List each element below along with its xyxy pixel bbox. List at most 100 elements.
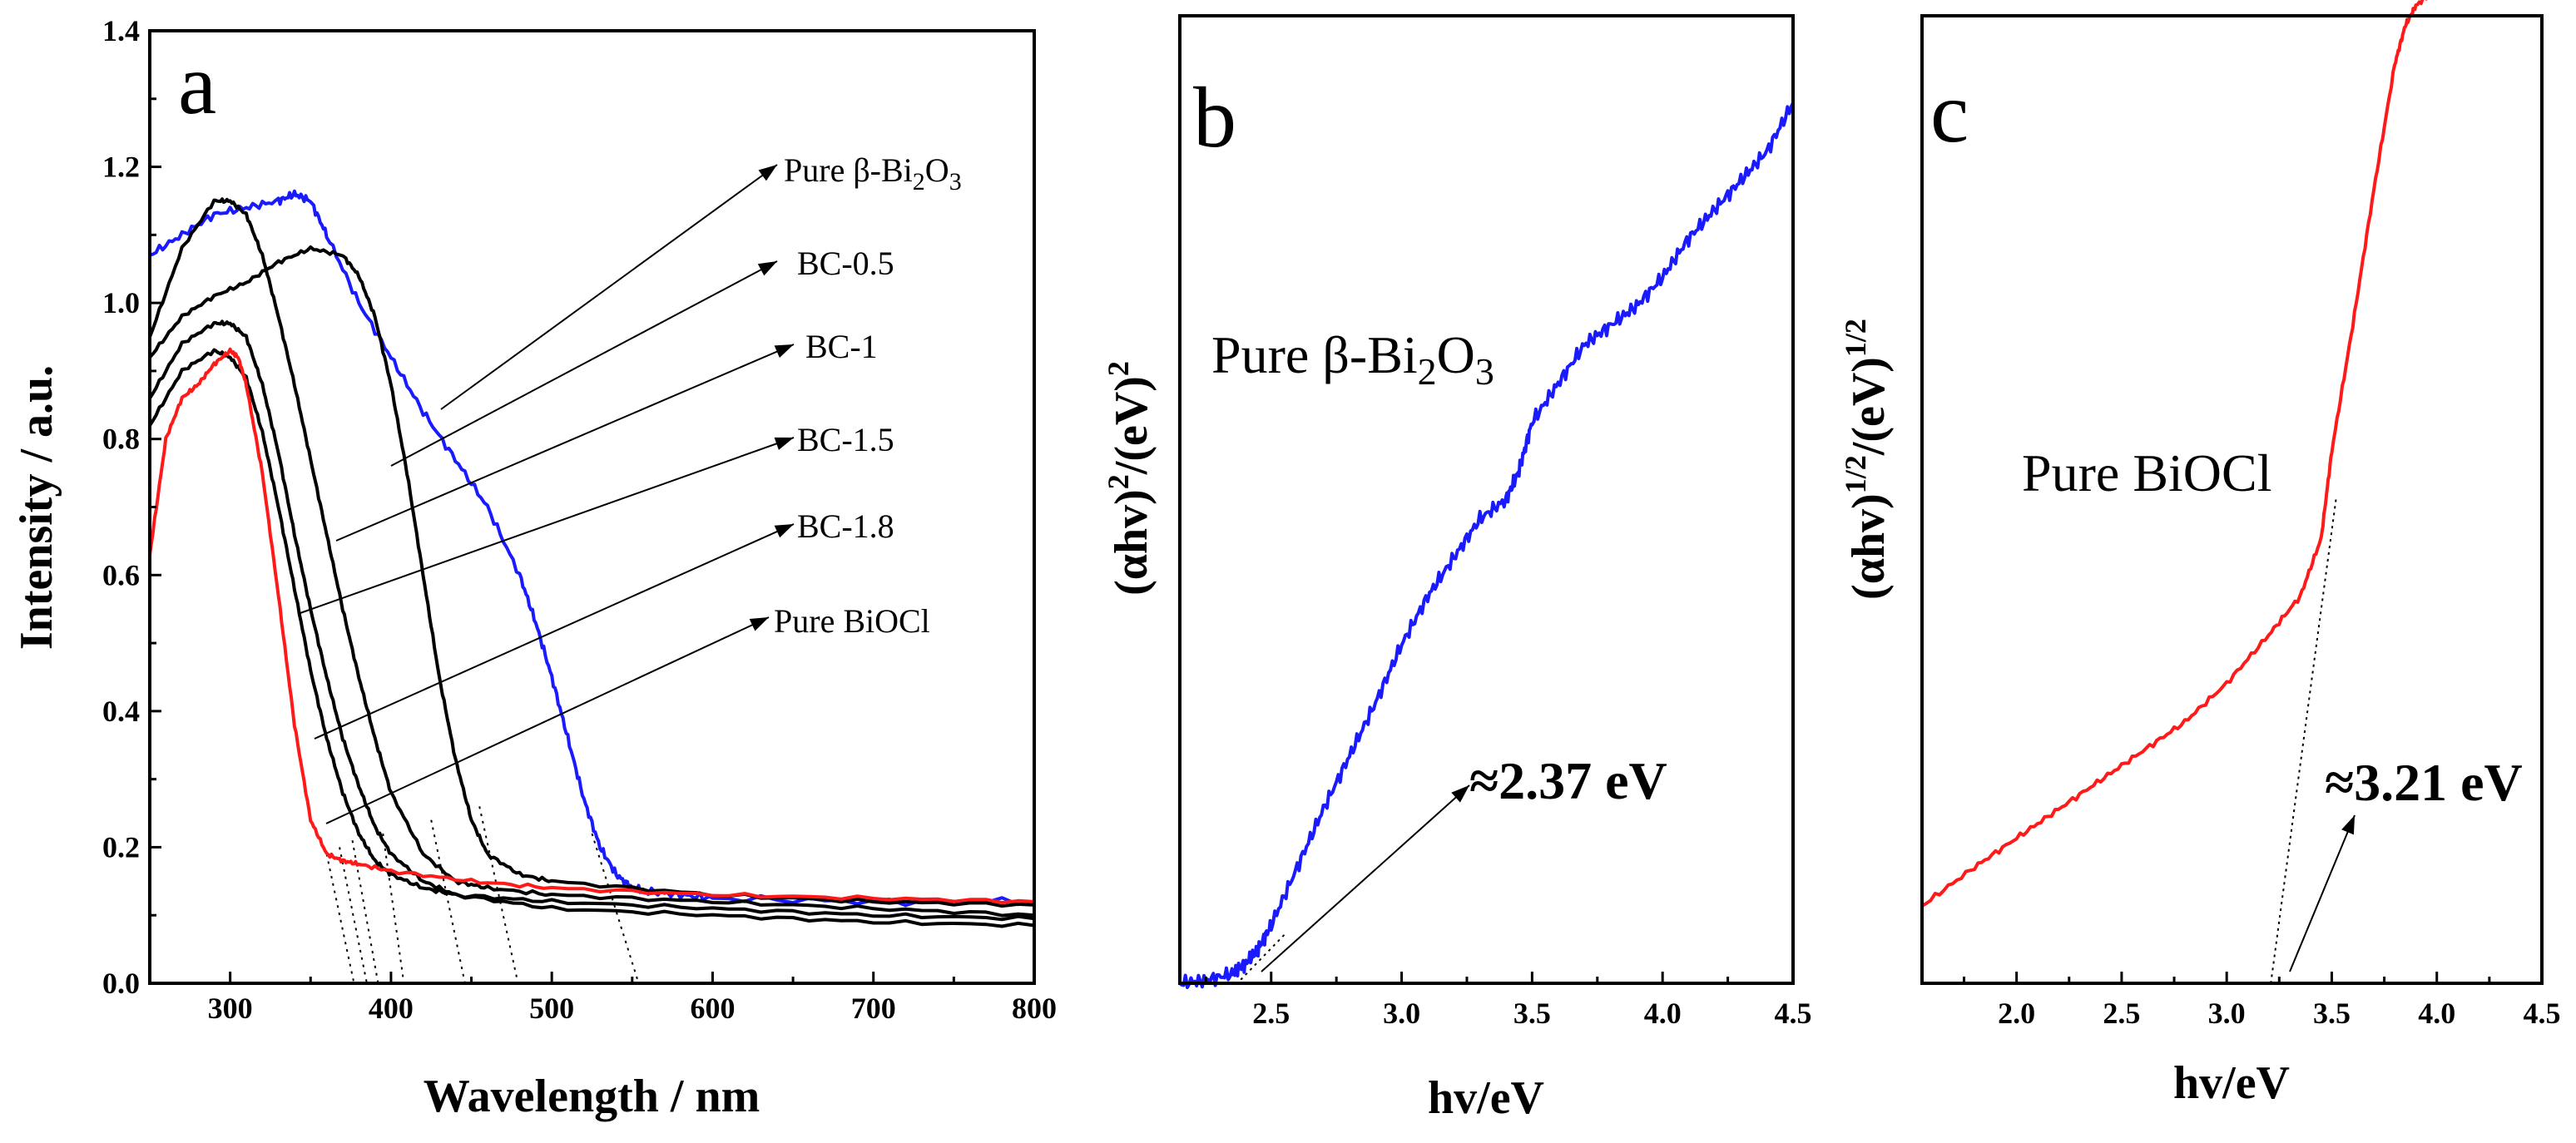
panel-c-extrapolation-line [2270, 499, 2337, 984]
panel-a-x-tick-label: 600 [690, 992, 735, 1025]
panel-b-plot-area [1178, 101, 1795, 989]
panel-a-y-tick-label: 1.4 [102, 14, 140, 47]
panel-a-extrapolation-line [591, 833, 640, 984]
panel-c-ylabel-sup2: 1/2 [1839, 319, 1872, 357]
panel-b-x-tick-label: 3.0 [1383, 997, 1420, 1030]
panel-b-band-gap-arrow [1261, 784, 1470, 972]
panel-a-series-line [148, 348, 1035, 928]
panel-b-ylabel-a: (αhv) [1106, 489, 1157, 596]
panel-a-y-tick-label: 0.0 [102, 967, 140, 1000]
panel-b-band-gap-label: ≈2.37 eV [1469, 751, 1667, 810]
panel-b-frame [1178, 14, 1795, 985]
panel-b-x-axis-title: hv/eV [1428, 1072, 1544, 1124]
panel-c-plot-area [1920, 0, 2428, 984]
panel-a-y-tick-label: 1.0 [102, 286, 140, 319]
panel-a-extrapolation-line [430, 819, 466, 984]
panel-a: 300 400 500 600 700 800 0.0 0.2 0.4 0.6 0.8 1.0 1.2… [11, 14, 1057, 1122]
panel-b-label-main: Pure β-Bi [1211, 325, 1418, 384]
panel-a-y-tick-label: 1.2 [102, 151, 140, 184]
panel-a-annotation-arrow-head [774, 344, 794, 359]
panel-c-x-tick-label: 3.0 [2208, 997, 2246, 1030]
panel-a-x-tick-label: 800 [1012, 992, 1057, 1025]
panel-c-ylabel-a: (αhv) [1843, 493, 1895, 600]
panel-a-annotation-arrow-line [325, 616, 770, 824]
panel-c-x-tick-label: 2.0 [1998, 997, 2035, 1030]
panel-c-frame [1920, 14, 2544, 985]
panel-c-arrow-line [2289, 814, 2356, 972]
panel-a-y-ticks: 0.0 0.2 0.4 0.6 0.8 1.0 1.2 1.4 [102, 14, 161, 1000]
panel-a-annotation-arrow-line [440, 164, 778, 410]
panel-c-y-axis-title: (αhv)1/2/(eV)1/2 [1839, 319, 1895, 600]
panel-b-x-tick-label: 4.0 [1644, 997, 1682, 1030]
panel-c: 2.0 2.5 3.0 3.5 4.0 4.5 c hv/eV (αhv)1/2/(eV)… [1839, 0, 2561, 1109]
panel-a-x-tick-label: 500 [529, 992, 574, 1025]
panel-c-x-axis-title: hv/eV [2173, 1057, 2290, 1109]
panel-c-x-ticks: 2.0 2.5 3.0 3.5 4.0 4.5 [1963, 972, 2561, 1030]
panel-c-ylabel-b: /(eV) [1843, 357, 1895, 456]
panel-a-plot-area [148, 189, 1035, 984]
panel-a-annotation-arrow-head [749, 617, 769, 631]
panel-c-x-tick-label: 4.0 [2418, 997, 2455, 1030]
panel-a-series-line [148, 347, 1035, 905]
panel-a-series-label-mid: O [925, 151, 949, 189]
panel-a-y-tick-label: 0.2 [102, 830, 140, 863]
panel-a-y-tick-label: 0.8 [102, 423, 140, 456]
panel-a-series-label-sub: 3 [949, 168, 962, 195]
panel-a-y-tick-label: 0.4 [102, 695, 140, 728]
panel-a-annotation-arrow-head [758, 165, 777, 181]
panel-b-label-sub2: 3 [1475, 350, 1494, 393]
panel-a-series-label-main: Pure β-Bi [784, 151, 913, 189]
panel-a-series-line [149, 189, 1035, 908]
panel-a-x-ticks: 300 400 500 600 700 800 [148, 972, 1057, 1025]
panel-c-x-tick-label: 3.5 [2313, 997, 2351, 1030]
panel-a-series-label: BC-1.5 [797, 421, 894, 458]
panel-a-series-line [148, 197, 1035, 918]
panel-c-band-gap-label: ≈3.21 eV [2325, 753, 2523, 812]
panel-a-extrapolation-line [478, 806, 519, 984]
panel-c-x-tick-label: 2.5 [2103, 997, 2140, 1030]
panel-c-series-line [1920, 0, 2428, 908]
panel-b-arrow-head [1451, 785, 1469, 803]
panel-c-band-gap-arrow [2289, 814, 2356, 972]
panel-a-extrapolation-line [325, 854, 355, 984]
panel-a-series-label: Pure BiOCl [774, 602, 930, 640]
panel-b-ylabel-sup2: 2 [1102, 361, 1135, 376]
panel-a-series-label: Pure β-Bi2O3 [784, 151, 962, 195]
panel-a-annotation-arrow-head [774, 524, 794, 538]
panel-c-arrow-head [2341, 815, 2355, 835]
panel-a-annotation-arrow-head [774, 437, 794, 450]
panel-a-series-label: BC-1 [805, 328, 878, 365]
panel-b-ylabel-b: /(eV) [1106, 376, 1157, 475]
panel-c-letter: c [1930, 65, 1969, 161]
panel-a-series-line [148, 319, 1035, 922]
panel-a-legend-annotations: Pure β-Bi2O3 BC-0.5 BC-1 BC-1.5 BC-1.8 Pure B… [297, 151, 962, 824]
panel-b: 2.5 3.0 3.5 4.0 4.5 b hv/eV (αhv)2/(eV)2 Pur… [1102, 14, 1812, 1124]
panel-a-x-axis-title: Wavelength / nm [424, 1071, 760, 1122]
panel-b-ylabel-sup1: 2 [1102, 474, 1135, 489]
panel-a-extrapolation-line [339, 847, 368, 984]
panel-b-extrapolation-line [1236, 934, 1286, 984]
panel-b-sample-label: Pure β-Bi2O3 [1211, 325, 1494, 393]
panel-a-x-tick-label: 300 [208, 992, 253, 1025]
panel-a-annotation-arrow-line [314, 523, 795, 740]
panel-a-series-label-sub: 2 [913, 168, 925, 195]
panel-b-arrow-line [1261, 784, 1470, 972]
panel-b-label-mid: O [1437, 325, 1475, 384]
panel-a-x-tick-label: 400 [369, 992, 414, 1025]
panel-a-annotation-arrow-head [757, 261, 777, 276]
panel-b-y-axis-title: (αhv)2/(eV)2 [1102, 361, 1157, 596]
panel-b-x-tick-label: 4.5 [1775, 997, 1812, 1030]
panel-a-annotation-arrow-line [297, 437, 795, 615]
panel-c-ylabel-sup1: 1/2 [1839, 455, 1872, 493]
panel-b-series-line [1178, 101, 1795, 989]
panel-c-sample-label: Pure BiOCl [2022, 443, 2271, 502]
panel-b-x-tick-label: 3.5 [1513, 997, 1551, 1030]
panel-a-series-label: BC-0.5 [797, 245, 894, 282]
panel-b-letter: b [1193, 70, 1236, 166]
panel-a-x-tick-label: 700 [851, 992, 896, 1025]
panel-b-x-tick-label: 2.5 [1252, 997, 1290, 1030]
panel-a-y-tick-label: 0.6 [102, 558, 140, 591]
panel-a-annotation-arrow-line [390, 260, 778, 467]
panel-b-label-sub1: 2 [1418, 350, 1437, 393]
